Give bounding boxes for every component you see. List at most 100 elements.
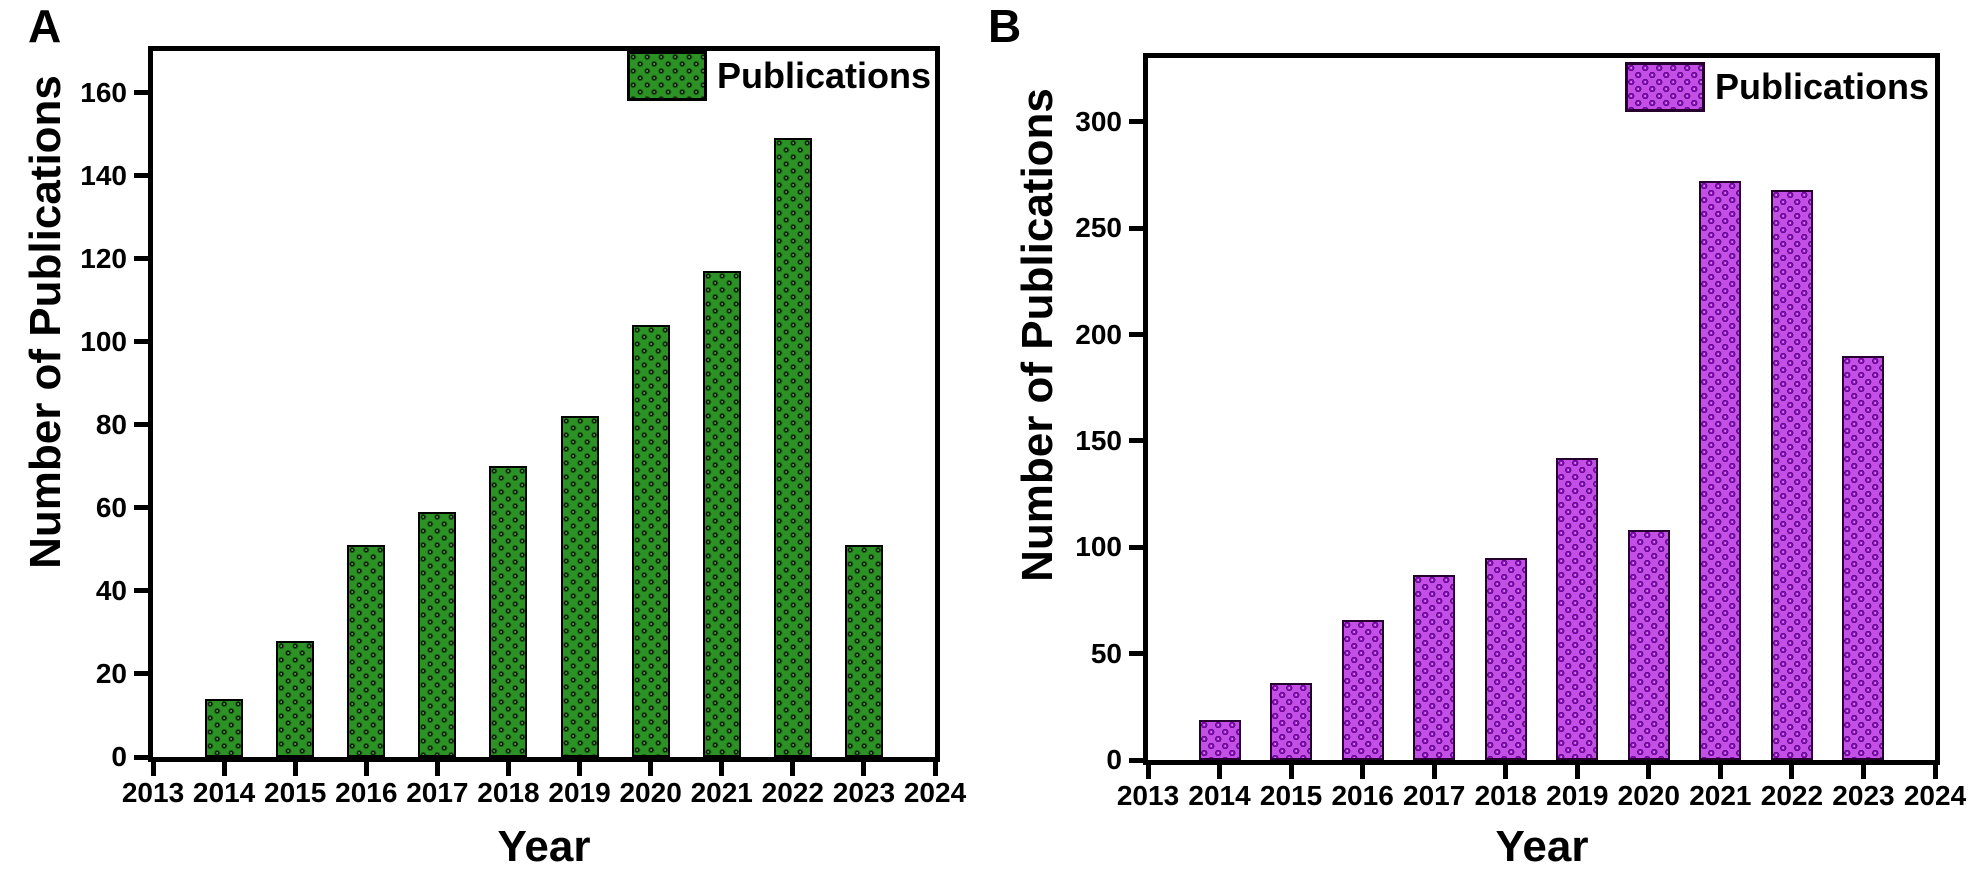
y-tick-label: 60 xyxy=(95,491,127,523)
bar-B-2021 xyxy=(1699,181,1742,760)
bar-A-2023 xyxy=(844,545,883,757)
x-axis-tick xyxy=(1789,765,1795,779)
plot-area-b: Publications 0 50 100 150 200 250 300 2013 2014 2… xyxy=(1075,53,1966,811)
y-axis-tick xyxy=(1129,651,1143,657)
bar-B-2020 xyxy=(1627,530,1670,760)
x-tick-label: 2020 xyxy=(619,777,682,808)
x-tick-label: 2019 xyxy=(1546,780,1609,811)
y-axis-tick xyxy=(134,90,148,96)
x-tick-label: 2013 xyxy=(1116,780,1180,811)
y-axis-tick xyxy=(134,671,148,677)
bar-A-2020 xyxy=(631,325,670,757)
x-axis-tick xyxy=(1288,765,1294,779)
y-tick-label: 100 xyxy=(1075,531,1122,563)
x-tick-label: 2017 xyxy=(406,777,469,808)
x-axis-tick xyxy=(790,762,796,776)
y-axis-tick xyxy=(134,588,148,594)
x-tick-label: 2020 xyxy=(1617,780,1680,811)
y-tick-label: 250 xyxy=(1075,212,1122,244)
y-axis-title-b: Number of Publications xyxy=(1013,88,1062,582)
bar-A-2021 xyxy=(702,271,741,757)
panel-letter-b: B xyxy=(988,0,1022,52)
y-axis-tick xyxy=(134,422,148,428)
plot-area-a: Publications 0 20 40 60 80 100 120 140 160 2013 20… xyxy=(80,46,966,808)
x-axis-tick xyxy=(861,762,867,776)
y-axis-tick xyxy=(1129,225,1143,231)
y-tick-label: 300 xyxy=(1075,105,1122,137)
y-axis-tick xyxy=(134,339,148,345)
x-tick-label: 2013 xyxy=(121,777,185,808)
bar-A-2016 xyxy=(347,545,386,757)
y-tick-label: 140 xyxy=(80,159,127,191)
x-axis-tick xyxy=(577,762,583,776)
bar-B-2014 xyxy=(1198,719,1241,760)
y-axis-tick xyxy=(1129,757,1143,763)
y-tick-label: 120 xyxy=(80,242,127,274)
x-axis-tick xyxy=(1431,765,1437,779)
y-tick-label: 80 xyxy=(95,408,127,440)
x-axis-tick xyxy=(1932,765,1938,779)
legend-a: Publications xyxy=(626,51,931,101)
y-axis-tick xyxy=(134,256,148,262)
x-axis-tick xyxy=(363,762,369,776)
x-tick-label: 2016 xyxy=(1331,780,1394,811)
y-axis-tick xyxy=(1129,438,1143,444)
y-axis-tick xyxy=(1129,119,1143,125)
x-axis-tick xyxy=(1860,765,1866,779)
x-tick-label: 2019 xyxy=(548,777,611,808)
y-tick-label: 150 xyxy=(1075,424,1122,456)
bar-A-2017 xyxy=(418,511,457,757)
y-tick-label: 40 xyxy=(95,574,127,606)
x-axis-tick xyxy=(150,762,156,776)
x-tick-label: 2015 xyxy=(1259,780,1323,811)
x-axis-title-b: Year xyxy=(1495,822,1589,871)
x-axis-tick xyxy=(1360,765,1366,779)
bar-A-2014 xyxy=(205,698,244,757)
panel-letter-a: A xyxy=(28,0,62,52)
x-axis-tick xyxy=(505,762,511,776)
x-axis-tick xyxy=(1574,765,1580,779)
legend-swatch-a xyxy=(626,51,707,101)
x-tick-label: 2024 xyxy=(903,777,967,808)
x-tick-label: 2024 xyxy=(1903,780,1967,811)
bar-B-2015 xyxy=(1270,683,1313,760)
bar-A-2022 xyxy=(773,138,812,757)
bar-B-2023 xyxy=(1842,355,1885,760)
x-tick-label: 2017 xyxy=(1403,780,1466,811)
x-axis-tick xyxy=(434,762,440,776)
y-tick-label: 50 xyxy=(1090,637,1122,669)
x-axis-tick xyxy=(221,762,227,776)
y-axis-title-a: Number of Publications xyxy=(21,75,70,569)
y-axis-tick xyxy=(134,173,148,179)
y-tick-label: 0 xyxy=(1106,744,1122,775)
bar-B-2022 xyxy=(1770,189,1813,760)
y-axis-tick xyxy=(1129,544,1143,550)
x-axis-tick xyxy=(1717,765,1723,779)
x-tick-label: 2018 xyxy=(1474,780,1537,811)
legend-swatch-b xyxy=(1624,62,1705,112)
x-tick-label: 2021 xyxy=(1689,780,1752,811)
y-axis-tick xyxy=(134,505,148,511)
x-tick-label: 2023 xyxy=(1832,780,1895,811)
y-axis-tick xyxy=(1129,332,1143,338)
bar-A-2015 xyxy=(276,640,315,757)
y-tick-label: 160 xyxy=(80,76,127,108)
legend-label-a: Publications xyxy=(716,55,931,96)
x-axis-tick xyxy=(1646,765,1652,779)
x-tick-label: 2016 xyxy=(335,777,398,808)
x-axis-tick xyxy=(648,762,654,776)
y-tick-label: 200 xyxy=(1075,318,1122,350)
x-axis-tick xyxy=(932,762,938,776)
legend-label-b: Publications xyxy=(1714,66,1929,107)
bar-B-2017 xyxy=(1413,574,1456,760)
x-axis-tick xyxy=(292,762,298,776)
x-axis-tick xyxy=(1145,765,1151,779)
x-axis-tick xyxy=(719,762,725,776)
x-axis-title-a: Year xyxy=(497,822,591,871)
y-tick-label: 0 xyxy=(111,741,127,772)
y-tick-label: 100 xyxy=(80,325,127,357)
bar-A-2019 xyxy=(560,416,599,757)
y-axis-tick xyxy=(134,754,148,760)
legend-b: Publications xyxy=(1624,62,1929,112)
